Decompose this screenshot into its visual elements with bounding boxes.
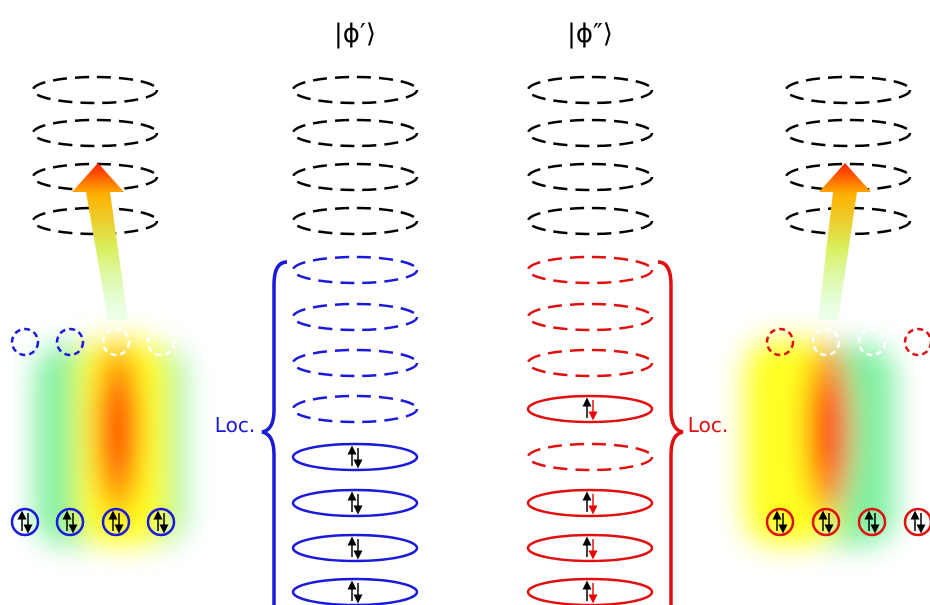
diagram: |ϕ′⟩ |ϕ″⟩ Loc. Loc. (0, 0, 930, 605)
density-blob (745, 340, 895, 545)
density (106, 380, 130, 480)
orbital (293, 444, 417, 470)
orbital (528, 120, 652, 146)
orbital (528, 208, 652, 234)
site (905, 509, 930, 535)
excitation-arrow (72, 163, 128, 320)
orbital (293, 120, 417, 146)
orbital (33, 77, 157, 103)
density-blob (35, 340, 185, 545)
orbital (293, 579, 417, 605)
brace (658, 262, 683, 605)
orbital (528, 164, 652, 190)
page: |ϕ′⟩ |ϕ″⟩ Loc. Loc. (() => { const data … (0, 0, 930, 605)
density (816, 380, 840, 480)
orbital (293, 304, 417, 330)
excitation-arrow (818, 163, 871, 320)
orbital (528, 579, 652, 605)
brace (262, 262, 287, 605)
orbital (528, 535, 652, 561)
loc-label: Loc. (688, 413, 728, 437)
orbital (528, 257, 652, 283)
orbital (293, 396, 417, 422)
ket-phi-double-prime: |ϕ″⟩ (567, 19, 613, 49)
site (905, 329, 930, 355)
loc-label: Loc. (215, 413, 255, 437)
orbital (293, 164, 417, 190)
orbital (528, 396, 652, 422)
orbital (293, 535, 417, 561)
orbital (293, 490, 417, 516)
orbital (786, 120, 910, 146)
site (12, 329, 38, 355)
orbital (33, 120, 157, 146)
orbital (293, 208, 417, 234)
orbital (528, 350, 652, 376)
orbital (293, 257, 417, 283)
orbital (528, 77, 652, 103)
orbital (293, 77, 417, 103)
orbital (293, 350, 417, 376)
shapes (12, 77, 930, 605)
ket-phi-prime: |ϕ′⟩ (334, 19, 376, 49)
orbital (528, 490, 652, 516)
orbital (786, 77, 910, 103)
site (12, 509, 38, 535)
orbital (528, 304, 652, 330)
orbital (528, 444, 652, 470)
